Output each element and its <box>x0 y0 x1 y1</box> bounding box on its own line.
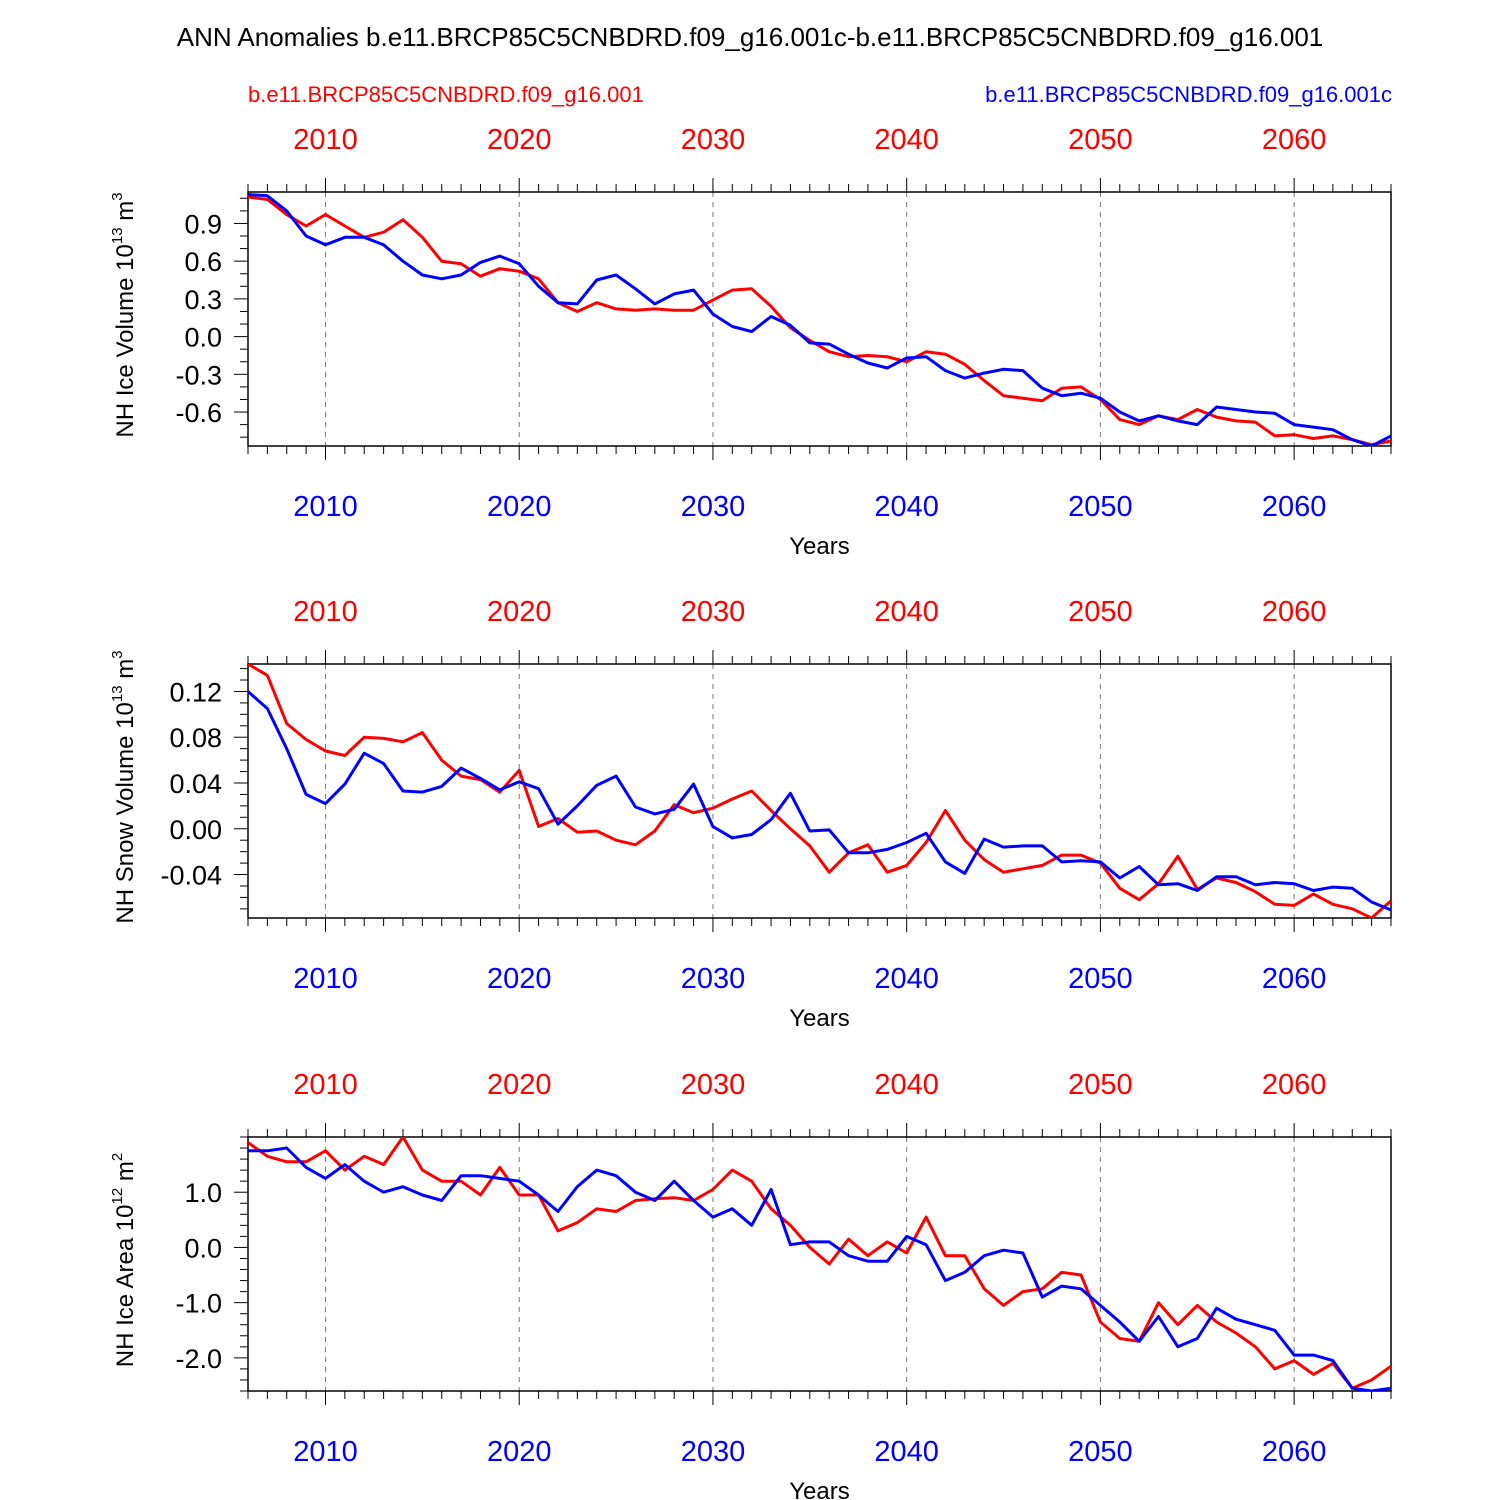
x-tick-label-bottom: 2060 <box>1262 1436 1327 1468</box>
x-tick-label-bottom: 2060 <box>1262 491 1327 523</box>
y-tick-label: -0.3 <box>175 360 222 390</box>
y-tick-label: 0.9 <box>184 209 222 239</box>
x-tick-label-bottom: 2020 <box>487 491 552 523</box>
y-axis-title-superscript: 13 <box>109 685 126 702</box>
y-axis-title-superscript: 12 <box>109 1188 126 1205</box>
y-tick-label: 0.12 <box>169 677 222 707</box>
y-axis-title-text: m <box>112 1161 139 1188</box>
x-axis-title: Years <box>789 533 850 560</box>
legend-red-label: b.e11.BRCP85C5CNBDRD.f09_g16.001 <box>248 82 644 107</box>
x-tick-label-top: 2010 <box>293 1069 358 1101</box>
y-tick-label: 1.0 <box>184 1178 222 1208</box>
plot-frame <box>247 663 1392 919</box>
y-tick-label: 0.6 <box>184 247 222 277</box>
x-tick-label-top: 2050 <box>1068 596 1133 628</box>
x-tick-label-top: 2040 <box>874 1069 939 1101</box>
series-line-blue <box>248 193 1391 446</box>
x-tick-label-top: 2030 <box>681 124 746 156</box>
x-tick-label-top: 2010 <box>293 124 358 156</box>
x-tick-label-bottom: 2020 <box>487 1436 552 1468</box>
y-tick-label: 0.0 <box>184 323 222 353</box>
x-tick-label-top: 2050 <box>1068 1069 1133 1101</box>
x-tick-label-bottom: 2050 <box>1068 1436 1133 1468</box>
y-tick-label: -0.6 <box>175 398 222 428</box>
x-tick-label-top: 2020 <box>487 124 552 156</box>
x-tick-label-bottom: 2040 <box>874 1436 939 1468</box>
x-tick-label-bottom: 2010 <box>293 1436 358 1468</box>
x-tick-label-top: 2040 <box>874 596 939 628</box>
y-axis-title-text: m <box>112 659 139 686</box>
x-tick-label-bottom: 2050 <box>1068 491 1133 523</box>
plot-frame <box>247 191 1392 447</box>
y-axis-title-text: NH Snow Volume 10 <box>112 702 139 923</box>
y-axis-title-superscript: 3 <box>109 650 126 658</box>
chart-panel-3: 2010 2010 2020 2020 2030 2030 2040 2040 2050 2050… <box>109 1069 1392 1500</box>
y-axis-title-superscript: 3 <box>109 192 126 200</box>
chart-panel-2: 2010 2010 2020 2020 2030 2030 2040 2040 2050 2050… <box>109 596 1392 1032</box>
plot-frame <box>247 1136 1392 1392</box>
series-line-red <box>248 1137 1391 1390</box>
figure-title: ANN Anomalies b.e11.BRCP85C5CNBDRD.f09_g… <box>177 22 1324 52</box>
x-tick-label-bottom: 2030 <box>681 1436 746 1468</box>
y-tick-label: -2.0 <box>175 1344 222 1374</box>
y-axis-title: NH Snow Volume 1013 m3 <box>109 650 139 923</box>
y-axis-title: NH Ice Volume 1013 m3 <box>109 192 139 437</box>
x-tick-label-bottom: 2060 <box>1262 963 1327 995</box>
x-tick-label-top: 2020 <box>487 596 552 628</box>
series-line-blue <box>248 1146 1391 1391</box>
x-tick-label-top: 2060 <box>1262 596 1327 628</box>
x-tick-label-bottom: 2010 <box>293 963 358 995</box>
y-axis-title-text: NH Ice Volume 10 <box>112 244 139 437</box>
legend-blue-label: b.e11.BRCP85C5CNBDRD.f09_g16.001c <box>985 82 1392 107</box>
y-axis-title-text: NH Ice Area 10 <box>112 1204 139 1367</box>
chart-panel-1: 2010 2010 2020 2020 2030 2030 2040 2040 2050 2050… <box>109 124 1392 560</box>
x-tick-label-top: 2040 <box>874 124 939 156</box>
panels-group: 2010 2010 2020 2020 2030 2030 2040 2040 2050 2050… <box>109 124 1392 1500</box>
x-tick-label-top: 2020 <box>487 1069 552 1101</box>
series-line-blue <box>248 690 1391 912</box>
x-tick-label-bottom: 2040 <box>874 491 939 523</box>
x-tick-label-top: 2010 <box>293 596 358 628</box>
y-axis-title-superscript: 13 <box>109 227 126 244</box>
x-tick-label-bottom: 2030 <box>681 963 746 995</box>
x-tick-label-top: 2060 <box>1262 1069 1327 1101</box>
y-axis-title: NH Ice Area 1012 m2 <box>109 1153 139 1367</box>
y-axis-title-superscript: 2 <box>109 1153 126 1161</box>
y-tick-label: 0.00 <box>169 815 222 845</box>
y-tick-label: 0.0 <box>184 1233 222 1263</box>
x-tick-label-bottom: 2050 <box>1068 963 1133 995</box>
x-tick-label-bottom: 2030 <box>681 491 746 523</box>
x-tick-label-bottom: 2010 <box>293 491 358 523</box>
x-tick-label-top: 2030 <box>681 1069 746 1101</box>
y-tick-label: -0.04 <box>160 861 222 891</box>
y-tick-label: -1.0 <box>175 1289 222 1319</box>
x-axis-title: Years <box>789 1478 850 1500</box>
y-tick-label: 0.08 <box>169 723 222 753</box>
x-tick-label-top: 2060 <box>1262 124 1327 156</box>
series-line-red <box>248 195 1391 446</box>
x-axis-title: Years <box>789 1005 850 1032</box>
x-tick-label-top: 2050 <box>1068 124 1133 156</box>
y-axis-title-text: m <box>112 201 139 228</box>
x-tick-label-bottom: 2040 <box>874 963 939 995</box>
y-tick-label: 0.3 <box>184 285 222 315</box>
x-tick-label-top: 2030 <box>681 596 746 628</box>
x-tick-label-bottom: 2020 <box>487 963 552 995</box>
y-tick-label: 0.04 <box>169 769 222 799</box>
